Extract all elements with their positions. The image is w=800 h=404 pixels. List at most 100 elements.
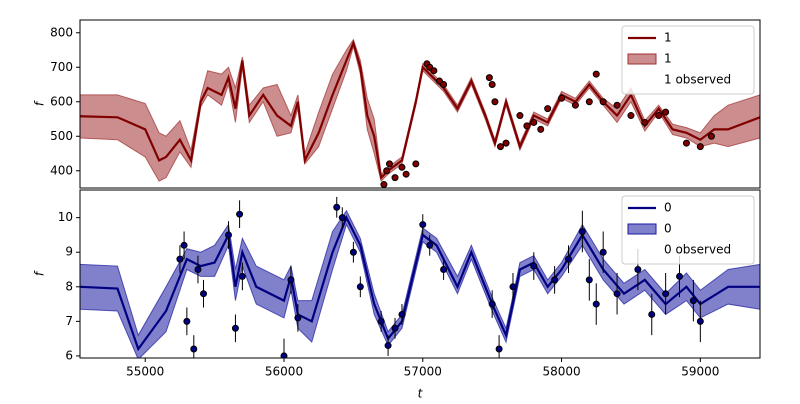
observed-point — [707, 132, 715, 140]
observed-point — [662, 108, 670, 116]
observed-point — [634, 266, 642, 274]
observed-point — [385, 160, 393, 168]
observed-point — [558, 94, 566, 102]
observed-point — [551, 276, 559, 284]
plot-area — [80, 38, 760, 188]
y-tick-label: 600 — [50, 94, 73, 108]
observed-point — [648, 310, 656, 318]
observed-point — [280, 352, 288, 358]
y-tick-label: 8 — [65, 279, 73, 293]
x-tick-label: 59000 — [681, 365, 719, 379]
observed-point — [544, 105, 552, 113]
legend-patch — [627, 53, 657, 65]
observed-point — [682, 139, 690, 147]
observed-point — [412, 160, 420, 168]
observed-point — [516, 112, 524, 120]
observed-point — [696, 143, 704, 151]
y-tick-label: 10 — [58, 210, 73, 224]
observed-point — [530, 118, 538, 126]
observed-point — [578, 227, 586, 235]
observed-point — [613, 101, 621, 109]
observed-point — [689, 297, 697, 305]
observed-point — [380, 181, 388, 188]
observed-point — [426, 241, 434, 249]
observed-point — [440, 81, 448, 89]
observed-point — [496, 143, 504, 151]
observed-point — [333, 203, 341, 211]
observed-point — [599, 98, 607, 106]
y-tick-label: 7 — [65, 314, 73, 328]
y-tick-label: 700 — [50, 60, 73, 74]
observed-point — [190, 345, 198, 353]
observed-point — [430, 67, 438, 75]
observed-point — [599, 248, 607, 256]
observed-point — [287, 276, 295, 284]
observed-point — [655, 112, 663, 120]
observed-point — [391, 174, 399, 182]
observed-point — [176, 255, 184, 263]
observed-point — [356, 283, 364, 291]
observed-point — [613, 290, 621, 298]
observed-point — [564, 255, 572, 263]
observed-point — [696, 317, 704, 325]
observed-point — [537, 125, 545, 133]
x-axis-label: t — [418, 387, 424, 401]
observed-point — [383, 167, 391, 175]
observed-point — [585, 98, 593, 106]
observed-point — [662, 290, 670, 298]
legend-label: 0 — [664, 201, 672, 215]
observed-point — [294, 314, 302, 322]
observed-point — [224, 231, 232, 239]
observed-point — [627, 112, 635, 120]
observed-point — [200, 290, 208, 298]
observed-point — [495, 345, 503, 353]
observed-point — [231, 324, 239, 332]
x-tick-label: 56000 — [265, 365, 303, 379]
observed-point — [349, 248, 357, 256]
observed-point — [440, 266, 448, 274]
observed-point — [502, 139, 510, 147]
observed-point — [338, 214, 346, 222]
y-tick-label: 6 — [65, 348, 73, 362]
observed-point — [183, 317, 191, 325]
observed-point — [419, 221, 427, 229]
observed-point — [571, 101, 579, 109]
observed-point — [402, 170, 410, 178]
observed-point — [530, 262, 538, 270]
observed-point — [384, 342, 392, 350]
legend-label: 1 — [664, 52, 672, 66]
y-axis-label: f — [33, 270, 47, 276]
legend-label: 1 observed — [664, 73, 731, 87]
y-tick-label: 500 — [50, 129, 73, 143]
observed-point — [676, 272, 684, 280]
y-tick-label: 800 — [50, 25, 73, 39]
legend-label: 0 — [664, 222, 672, 236]
observed-point — [485, 74, 493, 82]
axes-frame — [79, 189, 761, 359]
observed-point — [398, 310, 406, 318]
observed-point — [180, 241, 188, 249]
legend-patch — [627, 223, 657, 235]
plot-area — [80, 196, 760, 358]
observed-point — [509, 283, 517, 291]
observed-point — [641, 118, 649, 126]
observed-point — [488, 81, 496, 89]
observed-point — [488, 300, 496, 308]
y-tick-label: 400 — [50, 163, 73, 177]
observed-point — [398, 163, 406, 171]
x-tick-label: 55000 — [126, 365, 164, 379]
observed-point — [236, 210, 244, 218]
legend-label: 0 observed — [664, 243, 731, 257]
legend-box — [621, 195, 755, 265]
x-tick-label: 57000 — [404, 365, 442, 379]
observed-point — [592, 70, 600, 78]
y-axis-label: f — [33, 100, 47, 106]
observed-point — [377, 317, 385, 325]
legend-box — [621, 25, 755, 95]
x-tick-label: 58000 — [542, 365, 580, 379]
legend-label: 1 — [664, 31, 672, 45]
observed-point — [592, 300, 600, 308]
observed-point — [194, 266, 202, 274]
observed-point — [238, 272, 246, 280]
